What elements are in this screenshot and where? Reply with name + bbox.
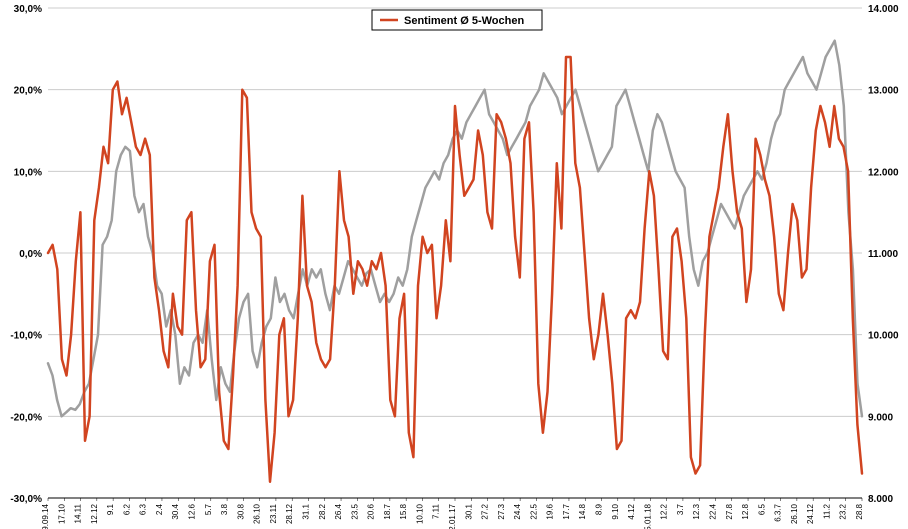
right-axis-tick: 10.000 xyxy=(868,331,899,342)
x-axis-tick: 19.09.14 xyxy=(41,503,50,529)
left-axis-tick: -10,0% xyxy=(10,331,42,342)
left-axis-tick: -20,0% xyxy=(10,412,42,423)
x-axis-tick: 24.4 xyxy=(513,503,522,519)
x-axis-tick: 30.4 xyxy=(171,503,180,519)
x-axis-tick: 12.6 xyxy=(188,503,197,519)
x-axis-tick: 23.5 xyxy=(350,503,359,519)
x-axis-tick: 15.01.18 xyxy=(643,503,652,529)
x-axis-tick: 15.8 xyxy=(399,503,408,519)
right-axis-tick: 14.000 xyxy=(868,4,899,15)
x-axis-tick: 30.1 xyxy=(464,503,473,519)
x-axis-tick: 14.8 xyxy=(578,503,587,519)
x-axis-tick: 28.8 xyxy=(855,503,864,519)
x-axis-tick: 3.7 xyxy=(676,503,685,515)
x-axis-tick: 26.10 xyxy=(253,503,262,524)
x-axis-tick: 02.01.17 xyxy=(448,503,457,529)
x-axis-tick: 23.11 xyxy=(269,503,278,523)
x-axis-tick: 23.2 xyxy=(839,503,848,519)
x-axis-tick: 31.1 xyxy=(301,503,310,519)
x-axis-tick: 24.12 xyxy=(806,503,815,524)
left-axis-tick: 20,0% xyxy=(14,86,42,97)
x-axis-tick: 7.11 xyxy=(432,503,441,519)
x-axis-tick: 27.8 xyxy=(725,503,734,519)
x-axis-tick: 22.5 xyxy=(529,503,538,519)
x-axis-tick: 26.10 xyxy=(790,503,799,524)
x-axis-tick: 17.10 xyxy=(57,503,66,524)
chart-canvas: -30,0% -20,0% -10,0% 0,0% 10,0% 20,0% 30,0% 8.0… xyxy=(0,0,908,529)
x-axis-tick: 26.4 xyxy=(334,503,343,519)
x-axis-tick: 14.11 xyxy=(74,503,83,523)
legend-label: Sentiment Ø 5-Wochen xyxy=(404,15,524,27)
x-axis-tick: 12.2 xyxy=(660,503,669,519)
x-axis-tick: 12.12 xyxy=(90,503,99,524)
sentiment-chart: -30,0% -20,0% -10,0% 0,0% 10,0% 20,0% 30,0% 8.0… xyxy=(0,0,908,529)
x-axis-tick: 6.2 xyxy=(122,503,131,515)
left-axis-tick: 30,0% xyxy=(14,4,42,15)
x-axis-tick: 20.6 xyxy=(367,503,376,519)
x-axis-tick: 6.3 xyxy=(139,503,148,515)
x-axis-tick: 30.8 xyxy=(236,503,245,519)
left-axis-tick: 10,0% xyxy=(14,167,42,178)
x-axis-tick: 17.7 xyxy=(562,503,571,519)
x-axis-tick: 3.8 xyxy=(220,503,229,515)
right-axis-tick: 13.000 xyxy=(868,86,899,97)
right-axis-tick: 12.000 xyxy=(868,167,899,178)
x-axis-tick: 18.7 xyxy=(383,503,392,519)
x-axis-tick: 4.12 xyxy=(627,503,636,519)
x-axis-tick: 6.3.7 xyxy=(774,503,783,521)
x-axis-tick: 22.4 xyxy=(708,503,717,519)
x-axis-tick: 9.1 xyxy=(106,503,115,515)
x-axis-tick: 8.9 xyxy=(595,503,604,515)
x-axis-tick: 5.7 xyxy=(204,503,213,515)
x-axis-tick: 12.3 xyxy=(692,503,701,519)
x-axis-tick: 6.5 xyxy=(757,503,766,515)
left-axis-tick: -30,0% xyxy=(10,494,42,505)
x-axis-tick: 10.10 xyxy=(415,503,424,524)
right-axis-tick: 8.000 xyxy=(868,494,893,505)
x-axis-tick: 12.8 xyxy=(741,503,750,519)
x-axis-tick: 28.12 xyxy=(285,503,294,524)
x-axis-tick: 27.2 xyxy=(481,503,490,519)
x-axis-tick: 28.2 xyxy=(318,503,327,519)
right-axis-tick: 11.000 xyxy=(868,249,898,260)
x-axis-tick: 11.2 xyxy=(822,503,831,519)
x-axis-tick: 27.3 xyxy=(497,503,506,519)
x-axis-tick: 2.4 xyxy=(155,503,164,515)
x-axis-tick: 19.6 xyxy=(546,503,555,519)
x-axis-tick: 9.10 xyxy=(611,503,620,519)
left-axis-tick: 0,0% xyxy=(19,249,42,260)
right-axis-tick: 9.000 xyxy=(868,412,893,423)
